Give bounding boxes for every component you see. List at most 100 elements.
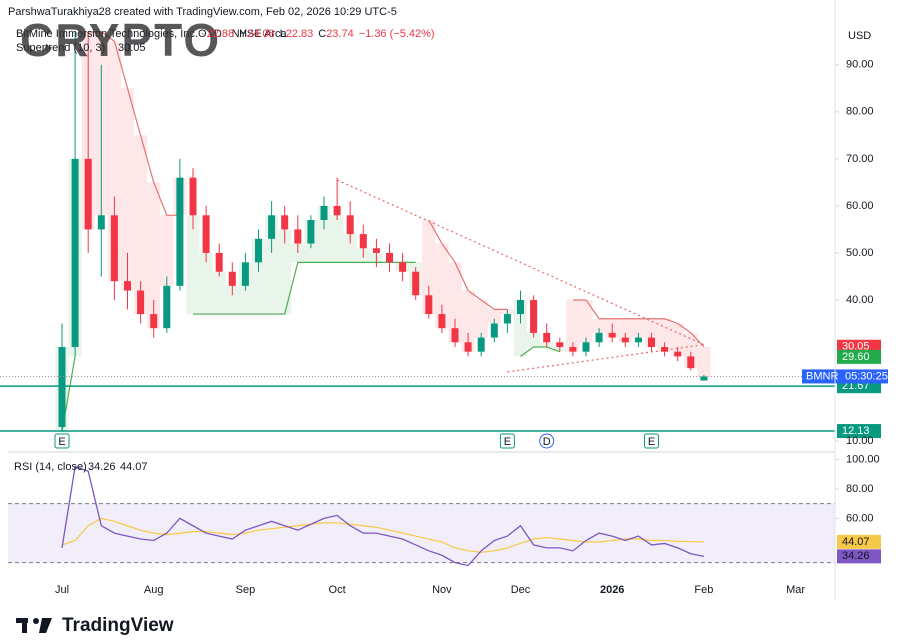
rsi-tag-label: 44.07 xyxy=(842,536,870,548)
candle-body xyxy=(137,290,145,315)
credit: ParshwaTurakhiya28 created with TradingV… xyxy=(8,6,397,18)
price-tag-countdown: 05:30:25 xyxy=(845,370,888,382)
rsi-ma-line xyxy=(61,517,704,553)
trend-fill xyxy=(186,215,200,315)
ohlc-value: 23.74 xyxy=(326,28,354,40)
trend-fill xyxy=(212,271,226,315)
rsi-tick-label: 100.00 xyxy=(846,453,880,465)
trend-fill xyxy=(225,285,239,315)
candle-body xyxy=(241,262,249,286)
level-tag-label: 12.13 xyxy=(842,425,870,437)
y-tick-label: 80.00 xyxy=(846,106,874,118)
brand: TradingView xyxy=(62,615,174,636)
trendline xyxy=(336,179,705,346)
candle-body xyxy=(97,215,105,230)
event-badge xyxy=(644,433,659,449)
ohlc-key: O xyxy=(198,28,207,40)
x-tick-label: Dec xyxy=(511,584,531,596)
trend-fill xyxy=(566,299,580,352)
supertrend-value: 30.05 xyxy=(118,42,146,54)
x-tick-label: Nov xyxy=(432,584,452,596)
x-tick-label: Sep xyxy=(236,584,256,596)
x-tick-label: Jul xyxy=(55,584,69,596)
trend-fill xyxy=(120,88,135,291)
symbol-title: BitMine Immersion Technologies, Inc. · 1… xyxy=(16,28,288,40)
event-label: E xyxy=(58,436,65,448)
ohlc-value: 24.08 xyxy=(247,28,275,40)
trend-fill xyxy=(474,299,488,338)
rsi-tag xyxy=(837,534,881,549)
candle-body xyxy=(294,229,302,244)
candle-body xyxy=(477,337,485,352)
candle-body xyxy=(386,252,393,263)
trend-fill xyxy=(618,318,632,343)
y-tick-label: 40.00 xyxy=(846,294,874,306)
ohlc: O22.88 H24.08 L22.83 C23.74 −1.36 (−5.42%) xyxy=(198,28,435,40)
event-badge xyxy=(54,433,70,449)
candle-body xyxy=(661,346,669,352)
candle-body xyxy=(372,248,380,253)
rsi-tick-label: 80.00 xyxy=(846,483,874,495)
ohlc-value: 22.88 xyxy=(207,28,235,40)
supertrend-down xyxy=(88,31,705,348)
candle-body xyxy=(281,215,289,230)
candle-body xyxy=(255,238,262,263)
currency: USD xyxy=(848,30,871,42)
x-tick-label: Feb xyxy=(694,584,713,596)
trend-fill xyxy=(631,318,645,338)
candle-body xyxy=(215,252,223,272)
trend-fill xyxy=(134,135,148,315)
candle-body xyxy=(71,158,79,347)
event-badge xyxy=(539,433,555,449)
candle-body xyxy=(110,215,118,282)
price-tag-symbol: BMNR xyxy=(806,370,838,382)
rsi-ma-value: 44.07 xyxy=(120,461,148,473)
rsi-value: 34.26 xyxy=(88,461,116,473)
trend-fill xyxy=(658,318,672,352)
candle-body xyxy=(582,342,590,352)
candle-body xyxy=(124,281,131,291)
y-tick-label: 60.00 xyxy=(846,200,874,212)
trend-fill xyxy=(330,215,344,263)
candle-body xyxy=(189,177,197,216)
candle-body xyxy=(84,158,92,230)
x-tick-label: Aug xyxy=(144,584,164,596)
candle-body xyxy=(608,332,616,338)
event-label: D xyxy=(543,436,551,448)
trend-fill xyxy=(343,234,357,263)
candle-body xyxy=(320,205,328,221)
candle-body xyxy=(163,285,171,329)
candle-body xyxy=(503,314,511,324)
level-tag xyxy=(837,424,881,439)
candle-body xyxy=(543,332,551,343)
candle-body xyxy=(176,177,184,286)
trend-fill xyxy=(579,299,593,343)
candle-body xyxy=(464,342,472,352)
ohlc-key: H xyxy=(239,28,247,40)
indicator-label: Supertrend (10, 3) xyxy=(16,42,105,54)
candle-body xyxy=(530,299,538,333)
y-tick-label: 10.00 xyxy=(846,435,874,447)
trendline xyxy=(507,344,704,373)
trend-fill xyxy=(160,215,174,286)
supertrend-tag-label: 30.05 xyxy=(842,341,870,353)
candle-body xyxy=(412,271,420,296)
price-tag xyxy=(802,369,888,384)
ohlc-key: L xyxy=(280,28,286,40)
event-label: E xyxy=(648,436,655,448)
candle-body xyxy=(150,314,158,329)
candle-body xyxy=(202,215,210,253)
trend-fill xyxy=(265,215,279,315)
candle-body xyxy=(621,337,629,343)
price-tag-label: 29.60 xyxy=(842,351,870,363)
candle-body xyxy=(451,328,459,343)
candle-body xyxy=(359,234,367,249)
candle-body xyxy=(674,351,682,357)
candle-body xyxy=(268,215,276,239)
candle-body xyxy=(333,205,341,216)
candle-body xyxy=(517,299,524,315)
candle-body xyxy=(425,295,433,315)
trend-fill xyxy=(422,220,436,315)
rsi-line xyxy=(61,465,705,567)
